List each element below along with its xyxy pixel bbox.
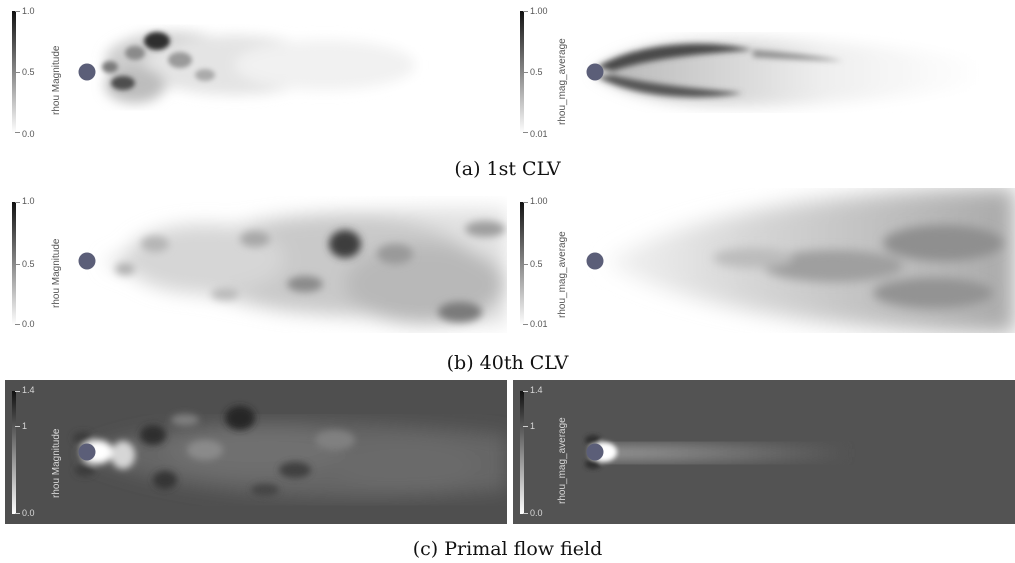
colorbar-mid: 1 [530, 421, 536, 431]
colorbar-max: 1.4 [530, 385, 543, 395]
colorbar-min: 0.0 [22, 319, 35, 329]
colorbar-min: 0.0 [530, 508, 543, 518]
flow-field-image [513, 5, 1015, 139]
colorbar-title: rhou_mag_average [557, 417, 568, 504]
flow-field-image [5, 5, 507, 139]
cylinder-icon [78, 443, 96, 461]
colorbar [520, 391, 524, 514]
colorbar [12, 11, 16, 133]
flow-field-image [513, 188, 1015, 333]
colorbar-title: rhou_mag_average [557, 38, 568, 125]
colorbar [12, 202, 16, 325]
colorbar [12, 391, 16, 514]
cylinder-icon [78, 63, 96, 81]
cylinder-icon [586, 252, 604, 270]
cylinder-icon [586, 443, 604, 461]
panel-40th-clv-instantaneous: 1.0 0.5 0.0 rhou Magnitude [5, 194, 507, 333]
panel-40th-clv-average: 1.00 0.5 0.01 rhou_mag_average [513, 188, 1015, 333]
colorbar [520, 11, 524, 133]
colorbar-max: 1.00 [530, 6, 548, 16]
colorbar-min: 0.01 [530, 129, 548, 139]
flow-field-image [513, 380, 1015, 524]
colorbar-max: 1.00 [530, 196, 548, 206]
colorbar-mid: 0.5 [530, 259, 543, 269]
cylinder-icon [586, 63, 604, 81]
colorbar-title: rhou Magnitude [51, 428, 62, 499]
caption-c: (c) Primal flow field [412, 538, 603, 560]
colorbar-max: 1.4 [22, 385, 35, 395]
colorbar-max: 1.0 [22, 6, 35, 16]
colorbar-title: rhou_mag_average [557, 231, 568, 318]
caption-b: (b) 40th CLV [446, 352, 569, 374]
flow-field-image [5, 194, 507, 333]
panel-1st-clv-average: 1.00 0.5 0.01 rhou_mag_average [513, 5, 1015, 139]
cylinder-icon [78, 252, 96, 270]
colorbar-min: 0.0 [22, 508, 35, 518]
colorbar-min: 0.01 [530, 319, 548, 329]
colorbar-mid: 0.5 [530, 67, 543, 77]
flow-field-image [5, 380, 507, 524]
colorbar-mid: 1 [22, 421, 28, 431]
caption-a: (a) 1st CLV [454, 158, 561, 180]
colorbar-min: 0.0 [22, 129, 35, 139]
colorbar-max: 1.0 [22, 196, 35, 206]
panel-primal-average: 1.4 1 0.0 rhou_mag_average [513, 380, 1015, 524]
colorbar-mid: 0.5 [22, 259, 35, 269]
panel-1st-clv-instantaneous: 1.0 0.5 0.0 rhou Magnitude [5, 5, 507, 139]
panel-primal-instantaneous: 1.4 1 0.0 rhou Magnitude [5, 380, 507, 524]
colorbar-title: rhou Magnitude [51, 45, 62, 116]
colorbar-title: rhou Magnitude [51, 238, 62, 309]
colorbar-mid: 0.5 [22, 67, 35, 77]
colorbar [520, 202, 524, 325]
